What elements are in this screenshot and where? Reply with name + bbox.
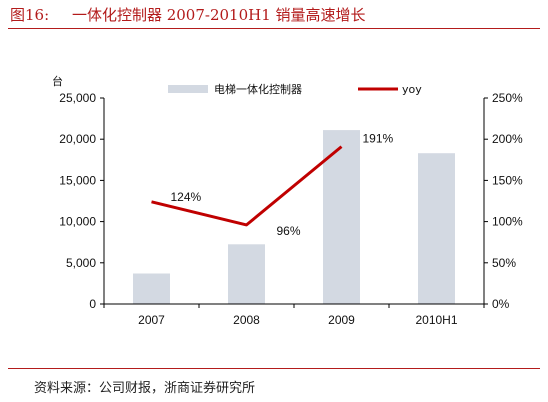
x-tick-label: 2007 (138, 313, 165, 327)
right-tick-label: 200% (492, 132, 523, 146)
yoy-line (151, 145, 343, 227)
x-tick-label: 2010H1 (415, 313, 457, 327)
left-tick-label: 25,000 (59, 91, 96, 105)
right-tick-label: 50% (492, 256, 516, 270)
bar-2009 (323, 130, 360, 304)
legend-bar-swatch (168, 85, 208, 93)
figure-number: 图16: (10, 6, 50, 24)
x-tick-label: 2008 (233, 313, 260, 327)
right-tick-label: 150% (492, 173, 523, 187)
bar-series (133, 130, 455, 304)
left-tick-label: 15,000 (59, 173, 96, 187)
data-labels: 124% 96% 191% (171, 132, 394, 238)
bar-2010h1 (418, 153, 455, 304)
chart-axes: 0 5,000 10,000 15,000 20,000 25,000 0% 50% 100% 1… (59, 91, 523, 327)
yoy-data-label-2008: 96% (277, 224, 301, 238)
figure-title: 图16: 一体化控制器 2007-2010H1 销量高速增长 (10, 4, 366, 25)
source-rule (8, 368, 540, 369)
figure-title-text: 一体化控制器 2007-2010H1 销量高速增长 (71, 6, 366, 24)
source-note: 资料来源：公司财报，浙商证券研究所 (34, 381, 256, 396)
title-rule (8, 28, 540, 29)
right-tick-label: 0% (492, 297, 510, 311)
right-tick-label: 100% (492, 215, 523, 229)
left-tick-label: 10,000 (59, 215, 96, 229)
left-tick-label: 20,000 (59, 132, 96, 146)
x-tick-label: 2009 (328, 313, 355, 327)
yoy-data-label-2007: 124% (171, 190, 202, 204)
left-tick-label: 5,000 (66, 256, 96, 270)
legend-line-label: yoy (402, 83, 422, 96)
chart-legend: 电梯一体化控制器 yoy (168, 82, 422, 96)
yoy-line-series (151, 145, 343, 227)
left-axis-unit: 台 (52, 74, 63, 88)
legend-bar-label: 电梯一体化控制器 (214, 82, 302, 96)
bar-2007 (133, 273, 170, 304)
bar-2008 (228, 244, 265, 304)
yoy-data-label-2009: 191% (363, 132, 394, 146)
left-tick-label: 0 (89, 297, 96, 311)
right-tick-label: 250% (492, 91, 523, 105)
